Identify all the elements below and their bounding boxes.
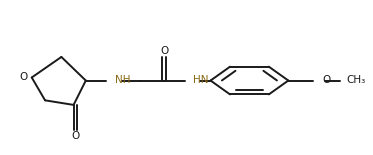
Text: O: O — [71, 131, 79, 141]
Text: O: O — [160, 46, 169, 56]
Text: O: O — [322, 75, 330, 85]
Text: CH₃: CH₃ — [346, 75, 365, 85]
Text: O: O — [19, 73, 28, 82]
Text: NH: NH — [115, 75, 131, 85]
Text: HN: HN — [193, 75, 209, 85]
